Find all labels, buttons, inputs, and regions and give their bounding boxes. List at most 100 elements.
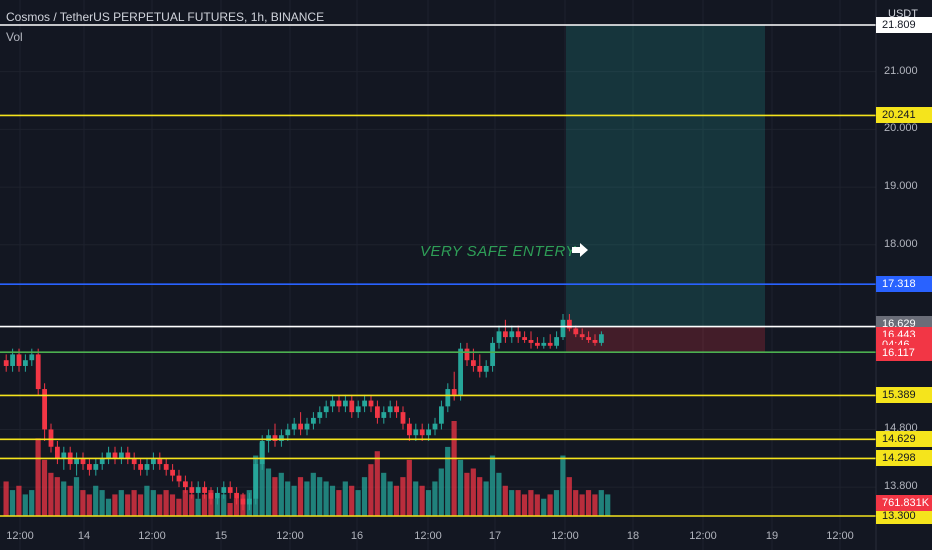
candle-body bbox=[413, 429, 419, 436]
volume-bar bbox=[16, 485, 22, 516]
candle bbox=[381, 406, 387, 424]
candle-body bbox=[125, 452, 131, 459]
symbol-title: Cosmos / TetherUS PERPETUAL FUTURES, 1h,… bbox=[6, 10, 325, 24]
candle-body bbox=[61, 452, 67, 459]
candle bbox=[240, 492, 246, 511]
candle bbox=[477, 354, 483, 378]
candle-body bbox=[74, 458, 79, 465]
candle bbox=[259, 435, 265, 470]
candle-body bbox=[547, 342, 553, 346]
candle bbox=[439, 400, 444, 430]
candle-body bbox=[554, 337, 559, 346]
candle bbox=[215, 487, 220, 505]
candle bbox=[253, 458, 259, 505]
volume-bar bbox=[317, 477, 323, 516]
candle bbox=[189, 481, 195, 499]
candle bbox=[99, 452, 105, 470]
price-tag: 16.117 bbox=[876, 345, 932, 362]
candle-body bbox=[458, 348, 463, 395]
candle-body bbox=[202, 487, 207, 493]
volume-bar bbox=[201, 494, 208, 516]
level-tag: 14.629 bbox=[876, 431, 932, 448]
candle bbox=[138, 458, 143, 476]
candle-body bbox=[208, 492, 214, 499]
candle bbox=[317, 406, 323, 424]
candle bbox=[42, 383, 47, 441]
candle bbox=[163, 458, 169, 476]
candle-body bbox=[451, 389, 457, 395]
candle bbox=[330, 394, 335, 413]
volume-bar bbox=[528, 490, 534, 516]
x-tick-label: 12:00 bbox=[6, 530, 34, 542]
volume-bar bbox=[432, 481, 438, 516]
volume-bar bbox=[310, 472, 316, 516]
volume-bar bbox=[272, 477, 278, 516]
candle bbox=[400, 406, 406, 430]
right-arrow-icon bbox=[572, 243, 588, 257]
candle bbox=[87, 458, 92, 476]
candle bbox=[291, 417, 297, 436]
candle bbox=[592, 334, 598, 346]
candle-body bbox=[138, 464, 143, 470]
volume-bar bbox=[477, 477, 483, 516]
candle bbox=[426, 423, 431, 441]
x-tick-label: 12:00 bbox=[826, 530, 854, 542]
volume-bar bbox=[393, 485, 400, 516]
volume-bar bbox=[233, 498, 240, 516]
level-tag: 14.298 bbox=[876, 450, 932, 467]
x-tick-label: 12:00 bbox=[689, 530, 717, 542]
level-tag: 13.300 bbox=[876, 508, 932, 524]
candles bbox=[3, 314, 604, 511]
volume-bar bbox=[451, 421, 457, 516]
candle-body bbox=[522, 337, 527, 341]
volume-bar bbox=[483, 481, 489, 516]
candle bbox=[573, 325, 579, 338]
candle-body bbox=[279, 435, 284, 441]
x-tick-label: 12:00 bbox=[276, 530, 304, 542]
volume-bar bbox=[265, 468, 272, 516]
volume-bar bbox=[80, 490, 86, 516]
price-tag: 761.831K bbox=[876, 495, 932, 512]
x-tick-label: 17 bbox=[488, 530, 502, 542]
volume-bar bbox=[374, 451, 380, 516]
candle bbox=[515, 325, 521, 343]
candle-body bbox=[221, 487, 227, 493]
volume-bar bbox=[86, 494, 92, 516]
volume-bar bbox=[150, 490, 156, 516]
volume-bar bbox=[592, 494, 598, 516]
volume-bar bbox=[169, 494, 176, 516]
volume-bar bbox=[579, 494, 585, 516]
candle bbox=[195, 481, 201, 499]
candle bbox=[349, 394, 355, 418]
candle bbox=[80, 452, 86, 470]
x-tick-label: 15 bbox=[214, 530, 228, 542]
candle-body bbox=[477, 365, 483, 372]
candle bbox=[93, 458, 99, 476]
position-box bbox=[566, 25, 765, 353]
candle bbox=[29, 348, 35, 366]
candle bbox=[119, 446, 124, 465]
volume-bar bbox=[93, 485, 99, 516]
candle bbox=[48, 423, 54, 453]
candle-body bbox=[368, 400, 374, 407]
candle bbox=[407, 417, 412, 441]
candle-body bbox=[35, 354, 41, 390]
candle bbox=[445, 383, 451, 413]
volume-bar bbox=[445, 446, 451, 516]
volume-bar bbox=[419, 485, 425, 516]
volume-bar bbox=[553, 490, 560, 516]
candle-body bbox=[163, 464, 169, 470]
candle bbox=[464, 342, 470, 366]
volume-bar bbox=[323, 481, 329, 516]
candle-body bbox=[272, 435, 278, 441]
volume-bar bbox=[176, 498, 182, 516]
candle-body bbox=[362, 400, 367, 407]
volume-bar bbox=[278, 472, 284, 516]
volume-bar bbox=[125, 494, 131, 516]
volume-bar bbox=[189, 494, 195, 516]
volume-bar bbox=[54, 477, 60, 516]
candle-body bbox=[3, 360, 9, 366]
volume-bar bbox=[105, 498, 112, 516]
candle bbox=[125, 446, 131, 465]
